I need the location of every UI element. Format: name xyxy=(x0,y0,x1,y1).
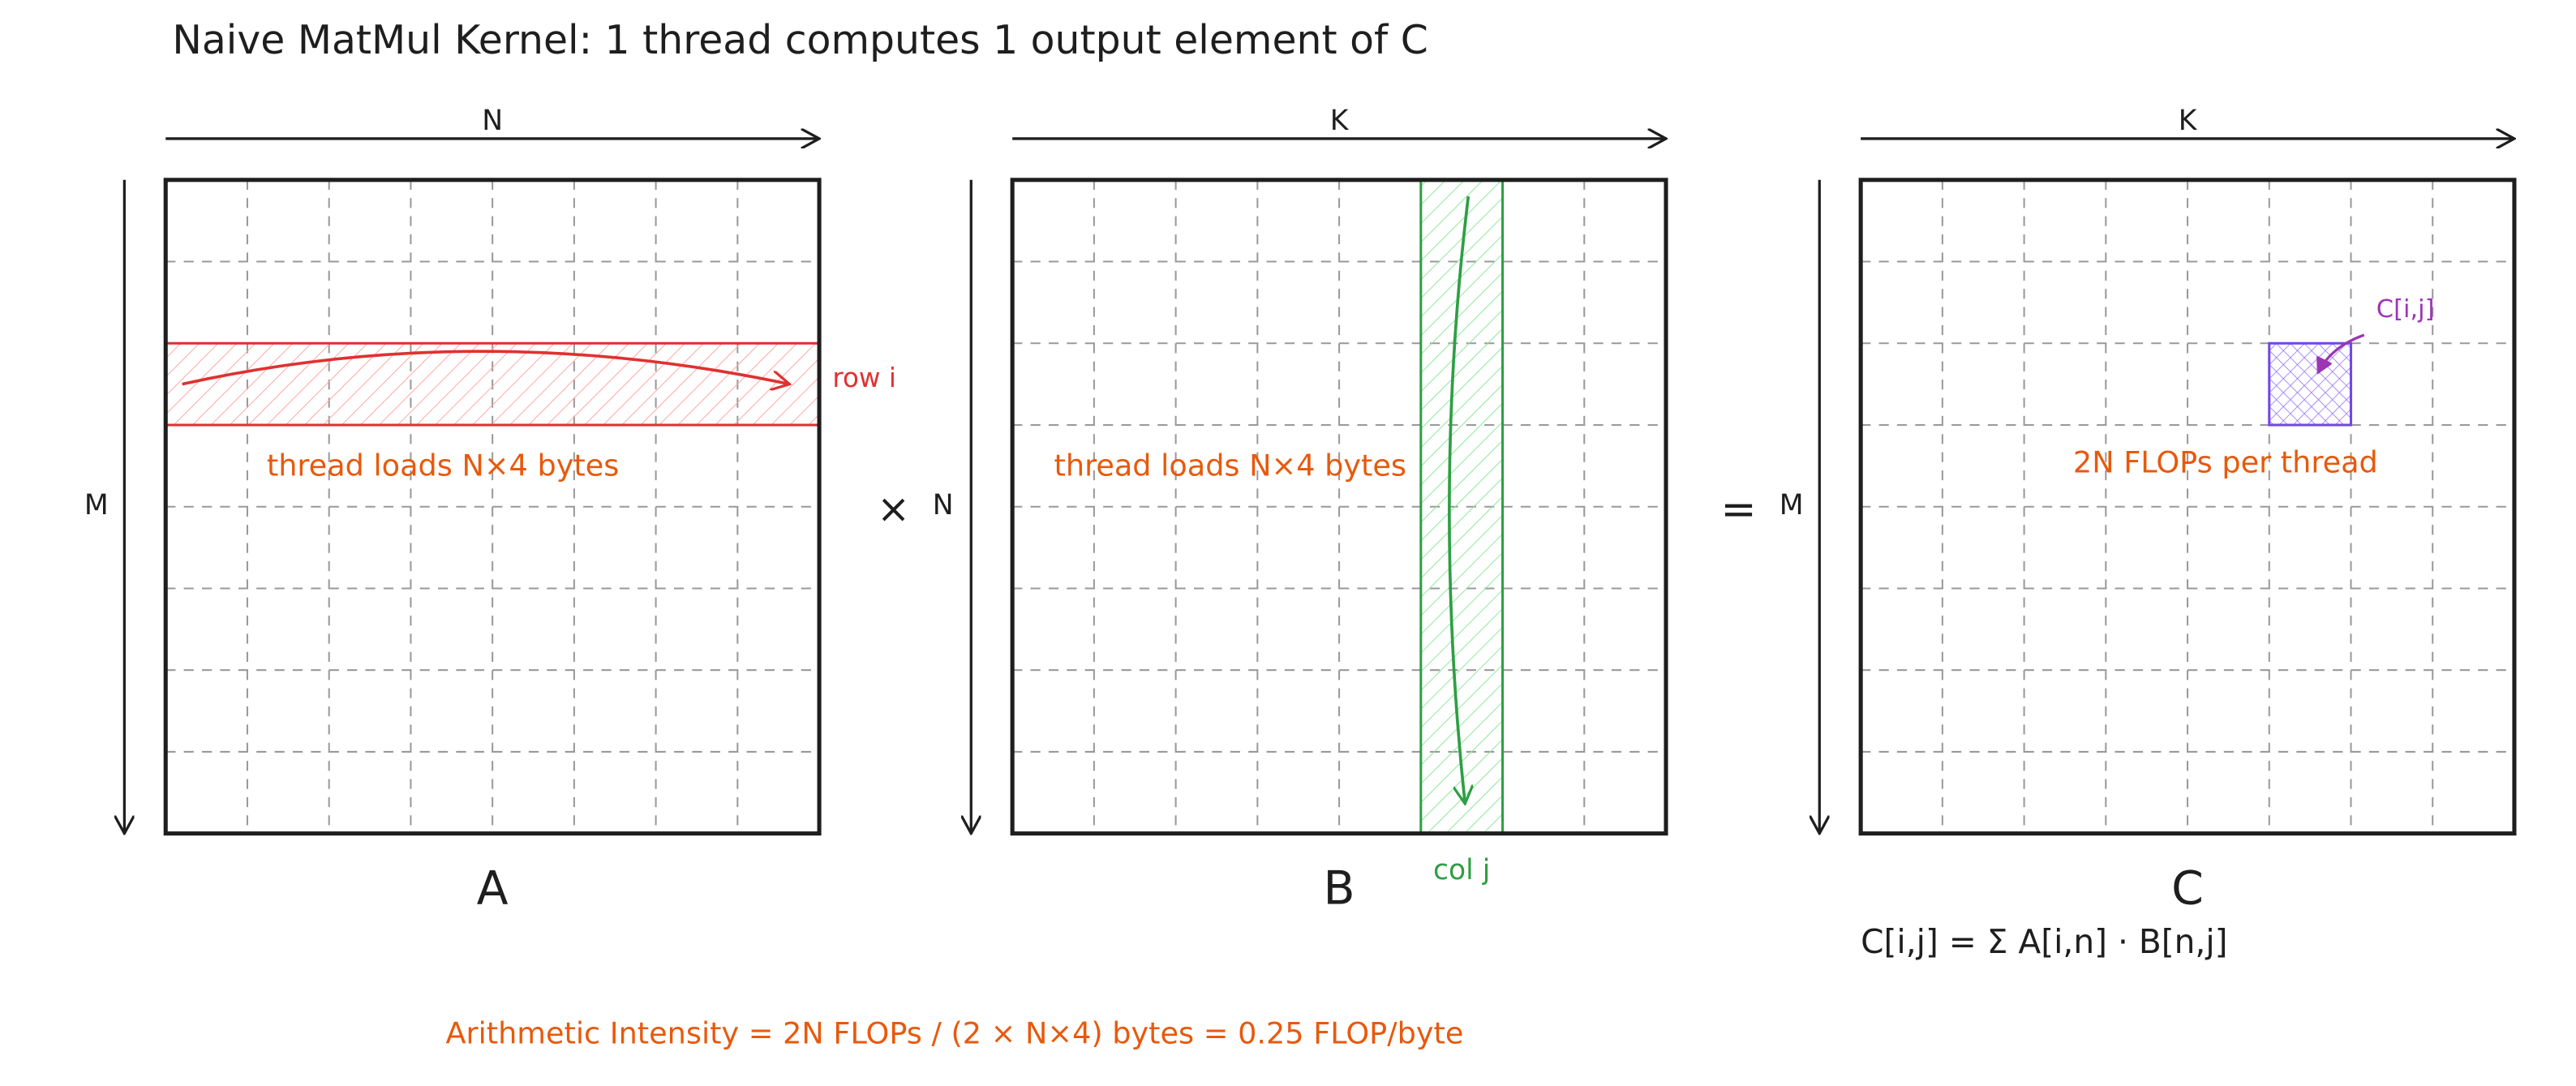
highlight-label: col j xyxy=(1433,854,1490,886)
formula: C[i,j] = Σ A[i,n] · B[n,j] xyxy=(1861,922,2227,961)
matrix-border xyxy=(1858,178,2517,836)
row-highlight xyxy=(164,341,821,427)
dimension-label: M xyxy=(84,489,109,522)
matrix-name: A xyxy=(477,862,509,916)
operator: × xyxy=(877,486,910,532)
matrix-name: C xyxy=(2171,862,2204,916)
title: Naive MatMul Kernel: 1 thread computes 1… xyxy=(172,17,1428,63)
column-arrow xyxy=(1448,195,1468,804)
highlight-label: row i xyxy=(832,363,896,393)
cell-highlight xyxy=(2268,341,2353,427)
note: thread loads N×4 bytes xyxy=(267,448,619,483)
matrix-name: B xyxy=(1324,862,1355,916)
matrix-border xyxy=(163,178,822,836)
note: 2N FLOPs per thread xyxy=(2073,444,2378,479)
operator: = xyxy=(1720,484,1756,534)
dimension-label: N xyxy=(482,105,503,137)
note: thread loads N×4 bytes xyxy=(1054,448,1406,483)
cell-arrow xyxy=(2318,333,2365,373)
column-highlight xyxy=(1419,178,1505,835)
dimension-label: M xyxy=(1780,489,1804,522)
highlight-label: C[i,j] xyxy=(2376,295,2435,324)
row-arrow xyxy=(182,350,790,384)
matrix-border xyxy=(1010,178,1668,836)
dimension-label: K xyxy=(1330,105,1350,137)
footer: Arithmetic Intensity = 2N FLOPs / (2 × N… xyxy=(445,1015,1463,1050)
dimension-label: K xyxy=(2179,105,2198,137)
dimension-label: N xyxy=(933,489,954,522)
